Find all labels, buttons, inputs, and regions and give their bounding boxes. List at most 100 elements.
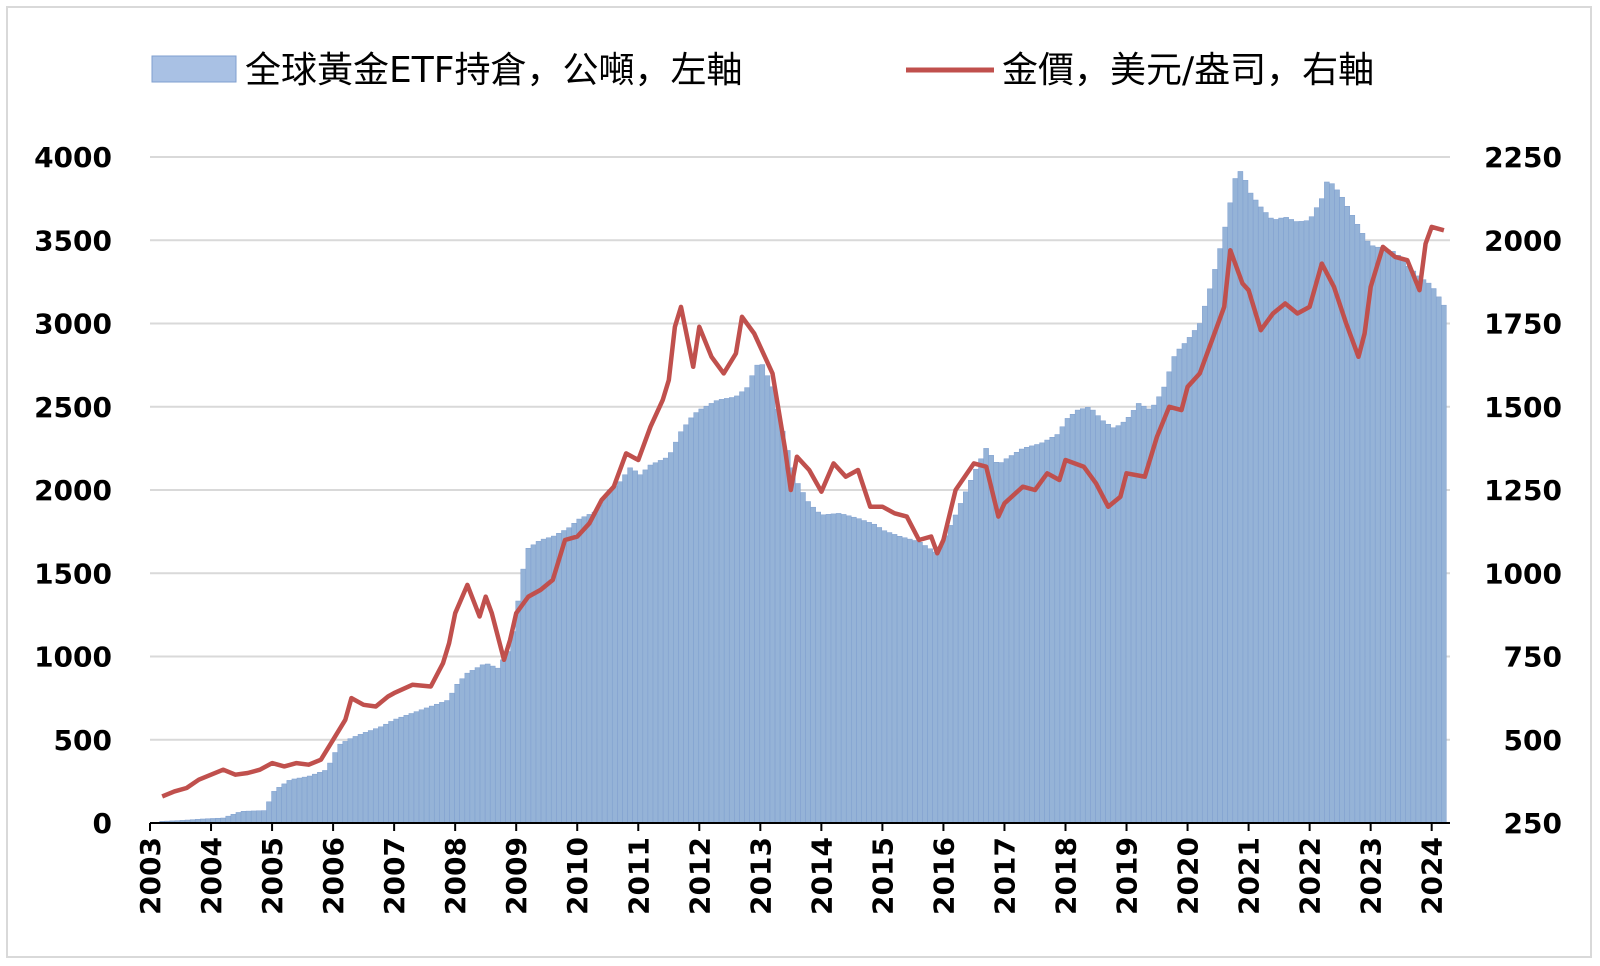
x-tick-label: 2012 xyxy=(683,837,716,915)
etf-bar xyxy=(652,462,659,824)
right-tick-label: 250 xyxy=(1504,807,1562,840)
etf-bar xyxy=(566,527,572,824)
etf-bar xyxy=(1105,423,1111,824)
etf-bar xyxy=(1100,420,1106,824)
etf-bar xyxy=(1008,455,1015,824)
etf-bar xyxy=(963,491,969,824)
etf-bar xyxy=(1115,425,1122,824)
etf-bar xyxy=(739,391,745,824)
x-tick-label: 2009 xyxy=(500,837,533,915)
etf-bar xyxy=(322,770,328,824)
etf-bar xyxy=(1003,458,1010,824)
etf-bar xyxy=(612,485,618,824)
etf-bar xyxy=(378,726,384,824)
etf-bar xyxy=(1090,409,1096,824)
etf-bar xyxy=(1049,437,1055,824)
etf-bar xyxy=(978,458,984,824)
etf-bar xyxy=(795,483,801,824)
etf-bar xyxy=(1436,296,1442,824)
x-tick-label: 2015 xyxy=(866,837,899,915)
etf-bar xyxy=(449,692,455,824)
etf-bar xyxy=(1313,207,1320,824)
etf-bar xyxy=(876,527,883,824)
etf-bar xyxy=(586,514,593,824)
etf-bar xyxy=(601,496,608,824)
x-tick-label: 2013 xyxy=(744,837,777,915)
etf-bar xyxy=(942,535,949,824)
etf-bar xyxy=(495,667,501,824)
etf-bar xyxy=(922,545,928,824)
etf-bar xyxy=(408,713,415,824)
etf-bar xyxy=(1039,442,1045,824)
etf-bar xyxy=(413,711,420,824)
right-tick-label: 500 xyxy=(1504,724,1562,757)
etf-bar xyxy=(347,738,354,824)
etf-bar xyxy=(698,408,705,824)
etf-bar xyxy=(444,700,450,824)
etf-bar xyxy=(1044,439,1050,824)
gold-price-path xyxy=(161,224,1445,799)
etf-bar xyxy=(932,551,938,824)
etf-bar xyxy=(540,538,547,824)
etf-bar xyxy=(871,523,877,824)
etf-bar xyxy=(617,481,623,824)
etf-bar xyxy=(591,511,598,824)
etf-bar xyxy=(1166,371,1172,824)
etf-bar xyxy=(235,812,242,824)
etf-bar xyxy=(454,684,460,824)
etf-bar xyxy=(1415,275,1422,824)
etf-bar xyxy=(846,515,852,824)
etf-bar xyxy=(1400,260,1406,824)
etf-bar xyxy=(556,533,562,824)
etf-bar xyxy=(785,450,791,824)
etf-bar xyxy=(423,707,430,824)
etf-bar xyxy=(286,780,293,824)
etf-bar xyxy=(973,468,979,824)
left-axis-ticks: 0 500 1000 1500 2000 2500 3000 3500 4000 xyxy=(34,141,112,840)
etf-bar xyxy=(515,600,521,824)
etf-bar xyxy=(835,513,842,824)
etf-bar xyxy=(357,734,364,824)
x-tick-label: 2017 xyxy=(988,837,1021,915)
etf-bar xyxy=(937,546,944,824)
left-tick-label: 3500 xyxy=(34,224,112,257)
etf-bar xyxy=(1263,212,1269,824)
left-tick-label: 2500 xyxy=(34,391,112,424)
etf-bar xyxy=(1252,199,1259,824)
x-axis-ticks: 2003 2004 2005 2006 2007 2008 2009 2010 2011 2012… xyxy=(134,837,1449,915)
etf-bar xyxy=(805,501,811,824)
left-tick-label: 1500 xyxy=(34,557,112,590)
etf-bar xyxy=(306,775,313,824)
etf-bar xyxy=(1171,356,1178,824)
etf-bar xyxy=(362,732,369,824)
left-tick-label: 0 xyxy=(93,807,112,840)
etf-bar xyxy=(403,715,410,824)
legend: 全球黃金ETF持倉，公噸，左軸 金價，美元/盎司，右軸 xyxy=(151,50,1374,91)
etf-bar xyxy=(1196,323,1203,824)
left-tick-label: 1000 xyxy=(34,641,112,674)
etf-bar xyxy=(1410,270,1417,824)
x-tick-label: 2024 xyxy=(1416,837,1449,915)
x-tick-label: 2014 xyxy=(805,837,838,915)
etf-bar xyxy=(1349,215,1356,824)
etf-bar xyxy=(642,469,649,824)
x-tick-label: 2004 xyxy=(195,837,228,915)
etf-bar xyxy=(957,503,964,824)
etf-bar xyxy=(266,801,272,824)
etf-bar xyxy=(800,492,806,824)
etf-bar xyxy=(311,773,318,824)
etf-bar xyxy=(352,736,359,824)
etf-bar xyxy=(1181,343,1188,824)
etf-bar xyxy=(479,664,486,824)
etf-bar xyxy=(1380,248,1386,824)
etf-bar xyxy=(678,431,684,824)
etf-bar xyxy=(327,762,333,824)
etf-bar xyxy=(510,631,516,824)
etf-bar xyxy=(500,659,506,824)
etf-bar xyxy=(825,514,832,824)
etf-bar xyxy=(968,480,974,824)
etf-bar xyxy=(718,399,725,824)
etf-bar xyxy=(240,811,247,824)
etf-bar xyxy=(342,741,348,824)
etf-bar xyxy=(907,538,913,824)
